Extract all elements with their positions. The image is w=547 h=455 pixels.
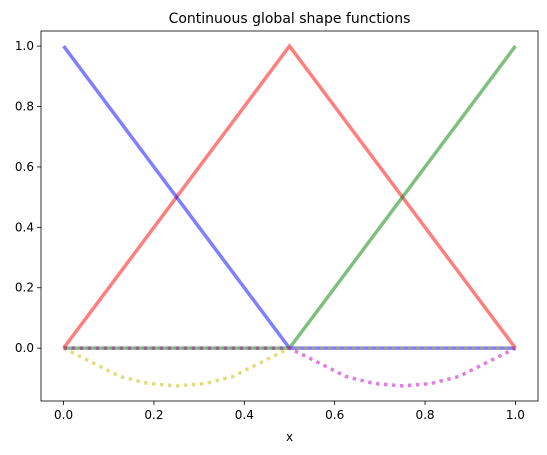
y-tick-label: 0.4 <box>15 220 34 234</box>
y-tick-label: 0.0 <box>15 341 34 355</box>
y-tick-label: 0.2 <box>15 281 34 295</box>
chart-title: Continuous global shape functions <box>169 11 411 27</box>
x-tick-label: 0.4 <box>235 408 254 422</box>
plot-frame <box>40 30 539 402</box>
y-tick-label: 0.6 <box>15 160 34 174</box>
series-layer <box>62 43 517 388</box>
y-tick-label: 0.8 <box>15 100 34 114</box>
x-tick-label: 1.0 <box>506 408 525 422</box>
y-tick-label: 1.0 <box>15 39 34 53</box>
x-tick-label: 0.8 <box>415 408 434 422</box>
series-line-3 <box>62 45 516 350</box>
x-tick-label: 0.0 <box>54 408 73 422</box>
x-tick-label: 0.2 <box>144 408 163 422</box>
x-axis-label: x <box>286 430 293 444</box>
x-axis: 0.0 0.2 0.4 0.6 0.8 1.0 <box>54 401 525 422</box>
y-axis: 0.0 0.2 0.4 0.6 0.8 1.0 <box>15 39 41 355</box>
series-line-2 <box>63 45 517 350</box>
x-tick-label: 0.6 <box>325 408 344 422</box>
series-line-1 <box>62 43 517 350</box>
